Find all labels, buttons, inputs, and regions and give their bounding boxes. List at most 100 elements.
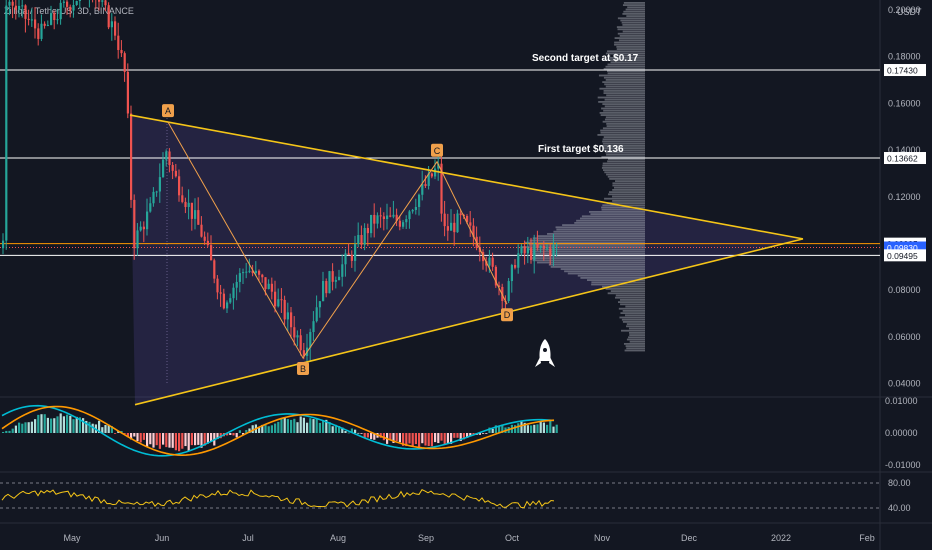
candle-body — [245, 271, 248, 273]
candle-body — [235, 281, 238, 288]
volume-profile-bar — [619, 299, 645, 301]
macd-histogram-bar — [85, 420, 88, 433]
time-axis-label: Jul — [242, 533, 254, 543]
macd-histogram-bar — [331, 426, 334, 433]
volume-profile-bar — [626, 338, 645, 341]
volume-profile-bar — [532, 259, 645, 262]
volume-profile-bar — [622, 24, 645, 26]
volume-profile-bar — [623, 2, 645, 4]
macd-histogram-bar — [226, 433, 229, 436]
candle-body — [152, 191, 155, 204]
macd-histogram-bar — [312, 419, 315, 433]
candle-body — [418, 194, 421, 208]
macd-histogram-bar — [328, 422, 331, 433]
volume-profile-bar — [604, 118, 645, 121]
volume-profile-bar — [604, 98, 645, 101]
candle-body — [347, 253, 350, 255]
volume-profile-bar — [602, 127, 645, 130]
volume-profile-bar — [602, 169, 645, 171]
candle-body — [158, 177, 161, 192]
volume-profile-bar — [607, 175, 645, 178]
macd-histogram-bar — [299, 416, 302, 433]
candle-body — [453, 222, 456, 233]
volume-profile-bar — [605, 65, 645, 68]
macd-histogram-bar — [440, 433, 443, 441]
macd-histogram-bar — [427, 433, 430, 447]
candle-body — [78, 0, 81, 2]
volume-profile-bar — [532, 237, 645, 240]
macd-histogram-bar — [430, 433, 433, 447]
rocket-window — [543, 348, 547, 352]
macd-histogram-bar — [62, 416, 65, 433]
macd-histogram-bar — [450, 433, 453, 444]
price-axis-tick: 0.16000 — [888, 98, 921, 108]
price-level-value: 0.17430 — [887, 66, 918, 76]
volume-profile-bar — [615, 294, 645, 297]
macd-histogram-bar — [136, 433, 139, 442]
macd-histogram-bar — [389, 433, 392, 440]
macd-histogram-bar — [402, 433, 405, 446]
macd-histogram-bar — [245, 430, 248, 433]
macd-histogram-bar — [539, 421, 542, 433]
candle-body — [216, 278, 219, 293]
macd-histogram-bar — [232, 433, 235, 436]
macd-histogram-bar — [469, 433, 472, 437]
volume-profile-bar — [521, 246, 645, 248]
volume-profile-bar — [604, 83, 645, 86]
volume-profile-bar — [621, 318, 645, 321]
macd-histogram-bar — [21, 423, 24, 433]
candle-body — [283, 299, 286, 320]
macd-histogram-bar — [357, 432, 360, 434]
candle-body — [267, 283, 270, 290]
volume-profile-bar — [530, 252, 645, 255]
candle-body — [542, 245, 545, 249]
volume-profile-bar — [612, 189, 645, 191]
volume-profile-bar — [601, 208, 645, 211]
macd-histogram-bar — [434, 433, 437, 443]
candle-body — [101, 0, 104, 2]
candle-body — [56, 19, 59, 21]
volume-profile-bar — [555, 226, 645, 229]
candle-body — [123, 53, 126, 72]
candle-body — [238, 273, 241, 282]
volume-profile-bar — [524, 241, 645, 244]
macd-histogram-bar — [274, 423, 277, 433]
candle-body — [24, 5, 27, 19]
volume-profile-bar — [617, 32, 645, 35]
volume-profile-bar — [617, 28, 645, 31]
candle-body — [398, 220, 401, 227]
volume-profile-bar — [603, 76, 645, 79]
volume-profile-bar — [604, 105, 645, 108]
volume-profile-bar — [602, 120, 645, 123]
rocket-icon — [535, 339, 555, 367]
candle-body — [226, 302, 229, 309]
candle-body — [98, 0, 101, 2]
candle-body — [165, 151, 168, 160]
candle-body — [194, 210, 197, 219]
volume-profile-bar — [589, 211, 645, 213]
candle-body — [104, 0, 107, 6]
candle-body — [405, 219, 408, 223]
candle-body — [354, 244, 357, 261]
macd-histogram-bar — [171, 433, 174, 448]
macd-histogram-bar — [536, 424, 539, 433]
volume-profile-bar — [580, 277, 645, 279]
candle-body — [242, 272, 245, 274]
macd-histogram-bar — [344, 431, 347, 433]
macd-signal-line — [1, 405, 555, 456]
macd-histogram-bar — [325, 419, 328, 433]
macd-histogram-bar — [178, 433, 181, 452]
candle-body — [312, 321, 315, 333]
pattern-point-label: B — [300, 364, 306, 374]
volume-profile-bar — [605, 79, 645, 81]
candle-body — [187, 202, 190, 208]
macd-histogram-bar — [411, 433, 414, 447]
candle-body — [322, 281, 325, 302]
volume-profile-bar — [547, 233, 645, 235]
candle-body — [171, 165, 174, 171]
price-level-badge — [884, 249, 926, 262]
rsi-line — [1, 489, 555, 509]
macd-histogram-bar — [242, 433, 245, 435]
macd-histogram-bar — [91, 423, 94, 433]
